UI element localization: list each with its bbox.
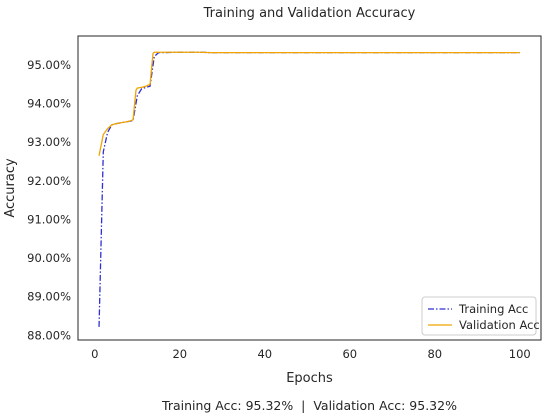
x-tick-label: 0 [91,347,98,361]
series-line-training-acc [98,51,520,327]
chart-title: Training and Validation Accuracy [203,6,416,21]
x-tick-label: 40 [257,347,272,361]
y-tick-label: 89.00% [27,290,71,304]
y-tick-label: 90.00% [27,251,71,265]
y-axis-title: Accuracy [3,158,18,218]
legend-label: Validation Acc [459,318,540,332]
x-axis-title: Epochs [286,371,333,386]
x-tick-label: 80 [427,347,442,361]
y-tick-label: 88.00% [27,328,71,342]
y-tick-label: 95.00% [27,58,71,72]
y-tick-label: 92.00% [27,174,71,188]
x-tick-label: 60 [342,347,357,361]
series-line-validation-acc [98,51,520,156]
y-tick-label: 91.00% [27,212,71,226]
x-tick-label: 20 [172,347,187,361]
x-tick-label: 100 [509,347,531,361]
legend: Training Acc Validation Acc [421,296,540,336]
series-layer [98,51,520,327]
y-tick-label: 94.00% [27,97,71,111]
y-axis: 88.00% 89.00% 90.00% 91.00% 92.00% 93.00% 94.0… [27,58,71,342]
x-axis: 0 20 40 60 80 100 [91,347,531,361]
footer-summary: Training Acc: 95.32% | Validation Acc: 9… [161,398,457,413]
legend-label: Training Acc [458,302,528,316]
plot-area [77,35,542,341]
y-tick-label: 93.00% [27,135,71,149]
